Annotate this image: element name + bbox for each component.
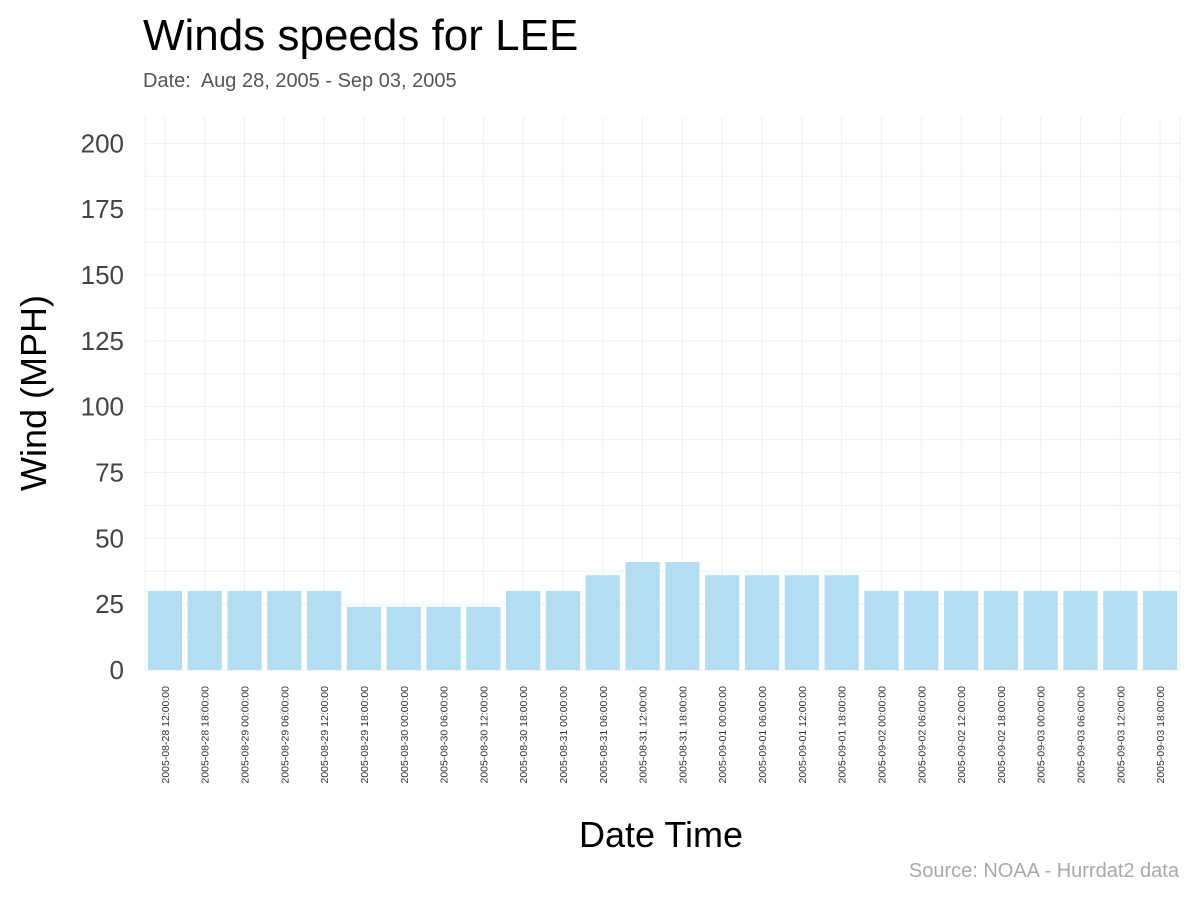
x-tick-label: 2005-08-29 18:00:00 — [359, 686, 371, 784]
chart-caption: Source: NOAA - Hurrdat2 data — [908, 860, 1179, 882]
chart-title: Winds speeds for LEE — [143, 11, 579, 60]
bar — [784, 575, 819, 670]
x-tick-label: 2005-08-31 00:00:00 — [558, 686, 570, 784]
x-tick-label: 2005-08-30 00:00:00 — [399, 686, 411, 784]
x-axis-ticks: 2005-08-28 12:00:00 2005-08-28 18:00:00 20… — [160, 686, 1167, 784]
x-tick-label: 2005-08-30 06:00:00 — [439, 686, 451, 784]
bar — [864, 591, 899, 670]
x-tick-label: 2005-08-30 18:00:00 — [518, 686, 530, 784]
x-tick-label: 2005-09-02 12:00:00 — [956, 686, 968, 784]
x-tick-label: 2005-09-01 06:00:00 — [757, 686, 769, 784]
y-tick-label: 100 — [81, 392, 124, 422]
y-tick-label: 175 — [81, 194, 124, 224]
bars-layer — [147, 562, 1178, 670]
y-axis-title: Wind (MPH) — [13, 295, 54, 491]
bar — [346, 606, 382, 670]
y-tick-label: 50 — [95, 523, 124, 553]
bar — [187, 591, 222, 670]
x-tick-label: 2005-09-03 00:00:00 — [1036, 686, 1048, 784]
bar — [904, 591, 939, 670]
bar — [386, 606, 421, 670]
x-tick-label: 2005-09-03 12:00:00 — [1115, 686, 1127, 784]
bar — [824, 575, 859, 670]
x-tick-label: 2005-09-02 18:00:00 — [996, 686, 1008, 784]
bar — [545, 591, 581, 670]
x-tick-label: 2005-08-31 12:00:00 — [638, 686, 650, 784]
bar — [705, 575, 740, 670]
bar — [983, 591, 1018, 670]
x-tick-label: 2005-08-29 06:00:00 — [279, 686, 291, 784]
x-tick-label: 2005-09-03 18:00:00 — [1155, 686, 1167, 784]
x-tick-label: 2005-08-31 18:00:00 — [677, 686, 689, 784]
bar — [1023, 591, 1058, 670]
y-tick-label: 25 — [95, 589, 124, 619]
y-tick-label: 0 — [110, 655, 124, 685]
bar — [426, 606, 461, 670]
x-tick-label: 2005-08-31 06:00:00 — [598, 686, 610, 784]
bar — [506, 591, 541, 670]
x-tick-label: 2005-08-29 12:00:00 — [319, 686, 331, 784]
bar — [267, 591, 302, 670]
grid-layer — [144, 117, 1181, 671]
y-tick-label: 125 — [81, 326, 124, 356]
x-tick-label: 2005-08-29 00:00:00 — [240, 686, 252, 784]
chart-subtitle: Date: Aug 28, 2005 - Sep 03, 2005 — [143, 70, 457, 92]
x-tick-label: 2005-09-01 12:00:00 — [797, 686, 809, 784]
bar — [1103, 591, 1138, 670]
bar — [1063, 591, 1098, 670]
bar — [585, 575, 620, 670]
bar — [665, 562, 700, 670]
bar — [1142, 591, 1178, 670]
x-tick-label: 2005-09-01 00:00:00 — [717, 686, 729, 784]
bar — [625, 562, 660, 670]
x-tick-label: 2005-09-02 00:00:00 — [876, 686, 888, 784]
y-tick-label: 150 — [81, 260, 124, 290]
bar — [943, 591, 979, 670]
x-tick-label: 2005-09-03 06:00:00 — [1075, 686, 1087, 784]
x-tick-label: 2005-08-30 12:00:00 — [478, 686, 490, 784]
y-tick-label: 75 — [95, 458, 124, 488]
bar — [744, 575, 780, 670]
bar — [227, 591, 262, 670]
bar — [307, 591, 342, 670]
bar — [466, 606, 501, 670]
x-tick-label: 2005-08-28 18:00:00 — [200, 686, 212, 784]
x-tick-label: 2005-09-02 06:00:00 — [916, 686, 928, 784]
x-axis-title: Date Time — [579, 814, 743, 855]
bar — [147, 591, 183, 670]
x-tick-label: 2005-09-01 18:00:00 — [837, 686, 849, 784]
y-tick-label: 200 — [81, 128, 124, 158]
y-axis-ticks: 0 25 50 75 100 125 150 175 200 — [81, 128, 124, 685]
x-tick-label: 2005-08-28 12:00:00 — [160, 686, 172, 784]
